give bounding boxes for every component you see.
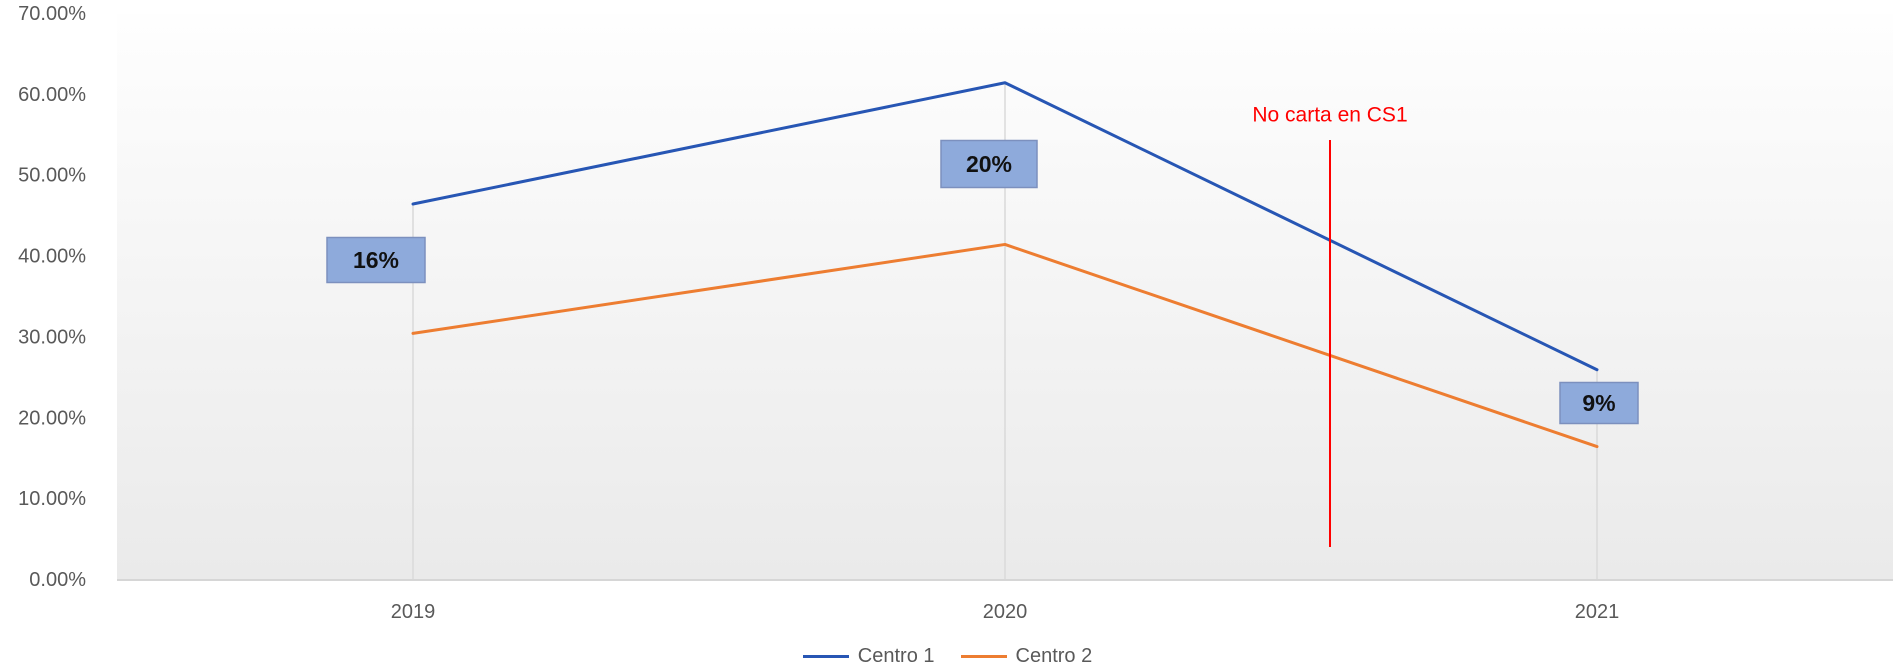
y-axis-tick-label: 40.00% [18,246,86,268]
data-label-box-2021[interactable] [1559,381,1639,425]
annotation-text: No carta en CS1 [1252,104,1407,127]
legend: Centro 1 Centro 2 [0,641,1895,671]
data-label-text-2021: 9% [1582,390,1615,416]
y-axis-tick-label: 60.00% [18,84,86,106]
y-axis-tick-label: 70.00% [18,3,86,25]
x-axis-tick-label-2020: 2020 [983,601,1028,623]
data-label-text-2020: 20% [966,151,1012,177]
x-axis-tick-label-2021: 2021 [1575,601,1620,623]
y-axis-tick-label: 50.00% [18,165,86,187]
legend-item-centro-1[interactable]: Centro 1 [802,645,935,667]
legend-label-centro-1: Centro 1 [857,645,935,667]
data-label-text-2019: 16% [353,247,399,273]
legend-swatch-centro-2-line [960,654,1007,658]
legend-label-centro-2: Centro 2 [1015,645,1093,667]
data-label-box-2019[interactable] [326,236,426,284]
legend-swatch-centro-1-line [802,654,849,658]
y-axis-tick-label: 20.00% [18,407,86,429]
x-axis-tick-label-2019: 2019 [391,601,436,623]
data-label-box-2020[interactable] [940,139,1038,189]
y-axis-tick-label: 0.00% [29,569,86,591]
y-axis-tick-label: 10.00% [18,488,86,510]
series-line-centro-1[interactable] [411,81,1599,372]
legend-item-centro-2[interactable]: Centro 2 [960,645,1093,667]
series-line-centro-2[interactable] [411,242,1599,449]
y-axis-tick-label: 30.00% [18,326,86,348]
